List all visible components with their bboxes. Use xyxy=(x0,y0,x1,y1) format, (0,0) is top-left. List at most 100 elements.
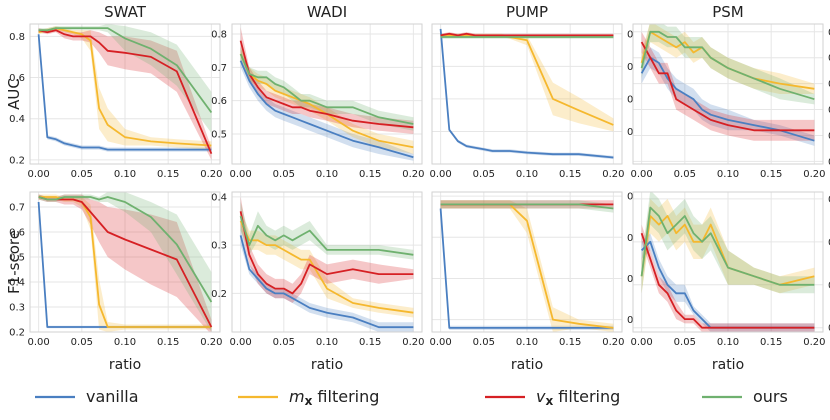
x-tick-label: 0.15 xyxy=(157,337,179,348)
x-tick-label: 0.00 xyxy=(430,169,452,180)
plot-frame xyxy=(431,191,623,333)
band-mx xyxy=(440,200,614,332)
panel-wadi-auc: 0.00 0.05 0.10 0.15 0.20 0.5 0.6 0.7 0.8 xyxy=(211,23,424,180)
line-ours xyxy=(239,215,414,256)
band-ours xyxy=(240,47,414,131)
y-tick-label: 0.2 xyxy=(9,155,25,166)
line-vx xyxy=(239,40,414,129)
y-tick-label: 0.5 xyxy=(9,253,25,264)
y-tick-label: 0.70 xyxy=(828,53,830,64)
y-tick-label: 0.50 xyxy=(828,157,830,168)
plot-frame xyxy=(632,191,824,333)
line-vanilla xyxy=(439,28,614,159)
x-axis-label: ratio xyxy=(109,357,141,373)
y-tick-label: 0.65 xyxy=(828,79,830,90)
x-tick-label: 0.05 xyxy=(473,169,495,180)
x-tick-label: 0.20 xyxy=(200,337,222,348)
x-tick-label: 0.05 xyxy=(273,169,295,180)
x-tick-label: 0.20 xyxy=(402,337,424,348)
band-vx xyxy=(240,27,414,134)
y-tick-label: 0.6 xyxy=(9,73,25,84)
x-axis-label: ratio xyxy=(311,357,343,373)
x-tick-label: 0.15 xyxy=(760,337,782,348)
x-tick-label: 0.15 xyxy=(157,169,179,180)
panel-title-wadi: WADI xyxy=(307,3,347,21)
y-tick-label: 0.55 xyxy=(828,131,830,142)
series-group xyxy=(439,200,614,332)
x-tick-label: 0.00 xyxy=(631,169,653,180)
panel-pump-auc: 0.000.050.100.150.200.20.40.60.8 xyxy=(430,23,643,180)
y-tick-label: 0.3 xyxy=(211,241,227,252)
x-axis-label: ratio xyxy=(511,357,543,373)
x-tick-label: 0.10 xyxy=(316,337,338,348)
x-tick-label: 0.00 xyxy=(631,337,653,348)
x-tick-label: 0.20 xyxy=(200,169,222,180)
line-mx xyxy=(239,220,414,314)
x-tick-label: 0.05 xyxy=(273,337,295,348)
x-axis-label: ratio xyxy=(712,357,744,373)
x-tick-label: 0.05 xyxy=(674,169,696,180)
y-tick-label: 0.8 xyxy=(9,32,25,43)
y-tick-label: 0.6 xyxy=(9,228,25,239)
panel-title-swat: SWAT xyxy=(104,3,147,21)
legend: vanilla mx filtering vx filtering ours xyxy=(35,387,788,408)
y-tick-label: 0.5 xyxy=(211,130,227,141)
legend-label-vx: vx filtering xyxy=(536,387,620,408)
x-tick-label: 0.10 xyxy=(114,169,136,180)
x-tick-label: 0.15 xyxy=(359,169,381,180)
panel-psm-auc: 0.00 0.05 0.10 0.15 0.200.50 0.55 0.60 0.65 0.70… xyxy=(631,23,830,180)
series-group xyxy=(439,27,614,160)
x-tick-label: 0.15 xyxy=(760,169,782,180)
series-group xyxy=(640,192,815,332)
series-group xyxy=(640,24,815,146)
band-mx xyxy=(240,211,414,318)
line-vanilla xyxy=(640,56,815,142)
x-tick-label: 0.15 xyxy=(559,169,581,180)
panel-psm-f1: 0.00 0.05 0.10 0.15 0.20 0.45 0.50 0.55 0.60 rati… xyxy=(631,191,830,373)
line-ours xyxy=(38,27,213,114)
band-ours xyxy=(240,201,414,260)
legend-label-mx: mx filtering xyxy=(289,387,379,408)
band-vanilla xyxy=(240,54,414,161)
y-tick-label: 0.50 xyxy=(828,280,830,291)
legend-label-ours: ours xyxy=(753,387,788,406)
x-tick-label: 0.05 xyxy=(71,337,93,348)
line-vanilla xyxy=(239,60,414,159)
y-tick-label: 0.6 xyxy=(211,96,227,107)
x-tick-label: 0.20 xyxy=(602,169,624,180)
panel-pump-f1: 0.000.050.100.150.200.20.30.40.5ratio xyxy=(430,191,643,373)
band-mx xyxy=(641,198,815,294)
series-group xyxy=(37,24,213,160)
y-tick-label: 0.4 xyxy=(9,114,25,125)
band-vx xyxy=(240,196,414,303)
series-group xyxy=(37,192,213,332)
band-vx xyxy=(38,28,212,160)
x-tick-label: 0.10 xyxy=(516,337,538,348)
y-tick-label: 0.7 xyxy=(211,63,227,74)
x-tick-label: 0.10 xyxy=(717,337,739,348)
band-ours xyxy=(440,200,614,213)
line-vx xyxy=(640,41,815,132)
line-vanilla xyxy=(439,208,614,329)
band-ours xyxy=(641,24,815,105)
y-tick-label: 0.7 xyxy=(9,203,25,214)
x-tick-label: 0.00 xyxy=(230,169,252,180)
plot-frame xyxy=(632,23,824,165)
x-tick-label: 0.15 xyxy=(359,337,381,348)
y-tick-label: 0.8 xyxy=(211,30,227,41)
y-tick-label: 0.45 xyxy=(828,323,830,334)
x-tick-label: 0.00 xyxy=(430,337,452,348)
x-tick-label: 0.05 xyxy=(473,337,495,348)
x-tick-label: 0.05 xyxy=(674,337,696,348)
y-tick-label: 0.55 xyxy=(828,237,830,248)
band-vx xyxy=(38,194,212,332)
line-ours xyxy=(239,53,414,125)
line-vx xyxy=(640,232,815,329)
plot-frame xyxy=(231,23,423,165)
line-vx xyxy=(239,211,414,295)
y-tick-label: 0.75 xyxy=(828,27,830,38)
panel-title-pump: PUMP xyxy=(506,3,548,21)
x-tick-label: 0.10 xyxy=(516,169,538,180)
x-tick-label: 0.10 xyxy=(316,169,338,180)
